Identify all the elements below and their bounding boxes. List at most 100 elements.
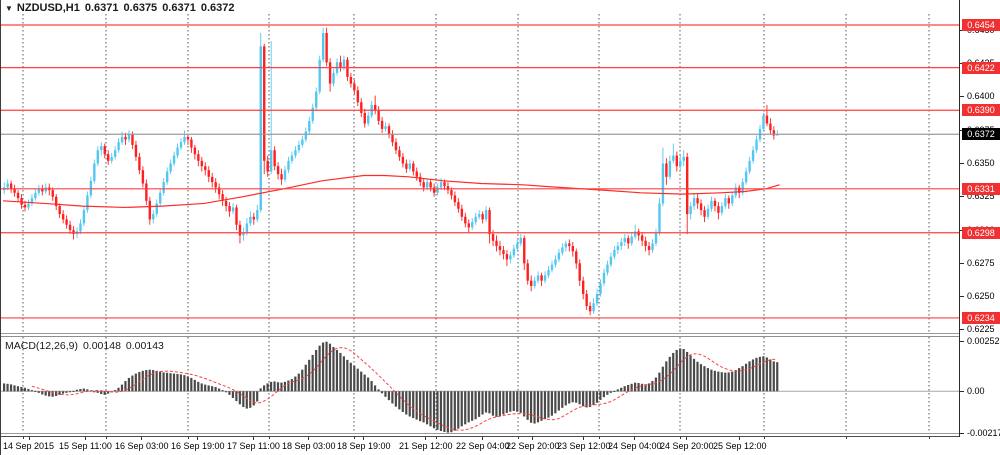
candle-body	[186, 136, 190, 140]
candle-body	[644, 240, 647, 247]
candle-body	[13, 188, 16, 193]
macd-histogram-bar	[249, 391, 252, 408]
price-axis[interactable]: 0.64500.64250.64000.63750.63500.63250.63…	[959, 0, 1000, 439]
macd-histogram-bar	[408, 391, 411, 417]
candle-body	[467, 223, 470, 228]
macd-histogram-bar	[651, 381, 654, 392]
macd-histogram-bar	[394, 391, 397, 407]
candle-body	[273, 150, 276, 167]
macd-histogram-bar	[23, 387, 27, 392]
macd-histogram-bar	[540, 391, 543, 421]
macd-histogram-bar	[48, 391, 51, 397]
macd-histogram-bar	[724, 372, 727, 392]
candle-body	[200, 160, 204, 167]
candle-body	[575, 251, 578, 264]
candle-body	[55, 196, 58, 207]
macd-histogram-bar	[568, 391, 571, 404]
macd-histogram-bar	[93, 391, 96, 393]
candle-body	[183, 136, 186, 143]
macd-histogram-bar	[256, 391, 259, 402]
macd-histogram-bar	[706, 368, 710, 392]
candle-body	[269, 150, 273, 172]
macd-histogram-bar	[273, 381, 276, 392]
candle-body	[68, 224, 72, 231]
candle-body	[717, 206, 720, 213]
macd-histogram-bar	[484, 391, 488, 413]
candle-body	[495, 240, 498, 247]
time-axis-tick	[253, 437, 254, 440]
macd-histogram-bar	[391, 391, 394, 404]
candle-body	[488, 210, 491, 235]
candle-body	[502, 250, 505, 255]
macd-histogram-bar	[769, 359, 772, 392]
macd-histogram-bar	[360, 371, 363, 392]
macd-histogram-bar	[207, 385, 210, 392]
candle-body	[408, 163, 412, 169]
macd-histogram-bar	[301, 369, 304, 392]
candle-body	[682, 156, 685, 161]
macd-histogram-bar	[235, 391, 238, 402]
candle-body	[772, 130, 776, 136]
candle-body	[207, 170, 210, 177]
candle-body	[332, 72, 335, 84]
macd-histogram-bar	[276, 382, 280, 392]
price-axis-tick-label: 0.6225	[967, 324, 995, 335]
candle-body	[484, 210, 488, 220]
candle-body	[679, 160, 682, 167]
macd-histogram-bar	[599, 391, 602, 400]
price-axis-tick-label: 0.6275	[967, 257, 995, 268]
macd-histogram-bar	[311, 354, 314, 392]
macd-histogram-bar	[328, 343, 332, 392]
candle-body	[529, 280, 533, 287]
candle-body	[425, 182, 429, 188]
macd-histogram-bar	[679, 348, 682, 392]
macd-histogram-bar	[145, 370, 148, 392]
candles-layer[interactable]	[3, 27, 779, 316]
macd-histogram-bar	[717, 371, 720, 392]
candle-body	[155, 203, 158, 215]
candle-body	[217, 187, 221, 195]
price-level-tag: 0.6298	[962, 226, 1000, 239]
panel-splitter[interactable]	[1, 333, 1000, 337]
candle-body	[308, 120, 311, 132]
macd-axis-tick-label: 0.00252	[967, 336, 1000, 347]
macd-histogram-bar	[647, 383, 651, 392]
macd-histogram-bar	[405, 391, 408, 415]
candle-body	[460, 208, 464, 217]
macd-histogram-bar	[107, 391, 110, 394]
candle-body	[79, 223, 82, 232]
macd-histogram-bar	[623, 386, 626, 392]
candle-body	[245, 223, 249, 233]
candle-body	[557, 252, 561, 260]
price-level-tag: 0.6454	[962, 19, 1000, 32]
macd-histogram-bar	[117, 387, 120, 392]
candle-body	[637, 231, 640, 236]
candle-body	[738, 187, 741, 193]
macd-histogram-bar	[523, 391, 526, 417]
macd-histogram-bar	[186, 376, 189, 392]
candle-body	[51, 190, 54, 197]
macd-histogram[interactable]	[3, 341, 779, 433]
candle-body	[172, 155, 176, 164]
time-axis[interactable]: 14 Sep 2015 15 Sep 11:00 16 Sep 03:00 16 Se…	[1, 437, 959, 455]
candle-body	[221, 194, 224, 201]
macd-histogram-bar	[58, 391, 61, 395]
candle-body	[540, 275, 543, 281]
candle-body	[58, 206, 61, 215]
macd-histogram-bar	[159, 371, 162, 392]
macd-axis-tick-label: -0.00217	[967, 428, 1000, 439]
macd-histogram-bar	[148, 369, 151, 392]
candle-body	[127, 134, 131, 140]
time-axis-separator-tick	[518, 437, 519, 439]
price-chart-area[interactable]	[1, 0, 959, 333]
time-label: 25 Sep 12:00	[713, 441, 767, 451]
macd-histogram-bar	[585, 391, 588, 408]
macd-indicator-area[interactable]	[1, 337, 959, 433]
candle-body	[377, 110, 380, 121]
candle-body	[599, 283, 602, 294]
macd-histogram-bar	[654, 377, 657, 392]
time-axis-separator-tick	[929, 437, 930, 439]
candle-body	[533, 280, 536, 287]
candle-body	[571, 246, 574, 252]
candle-body	[523, 238, 526, 264]
